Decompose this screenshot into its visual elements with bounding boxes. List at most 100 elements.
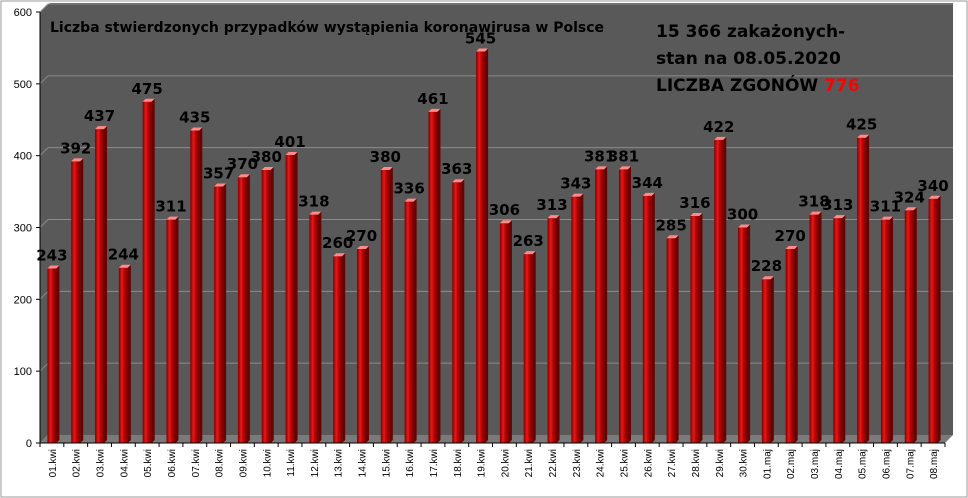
bar-side xyxy=(366,246,370,443)
bar-front xyxy=(285,154,295,443)
value-label: 313 xyxy=(536,196,567,214)
bar-top xyxy=(547,215,560,219)
value-label: 392 xyxy=(60,139,91,157)
x-tick-label: 06.kwi xyxy=(167,449,178,477)
bar xyxy=(714,136,727,443)
bar-front xyxy=(571,196,581,443)
x-tick-label: 07.kwi xyxy=(191,449,202,477)
bar-front xyxy=(738,227,748,443)
bar xyxy=(428,108,441,444)
bar-front xyxy=(928,198,938,443)
x-tick-label: 16.kwi xyxy=(405,449,416,477)
x-tick-label: 04.kwi xyxy=(119,449,130,477)
bar-top xyxy=(333,253,346,257)
bar-side xyxy=(937,195,941,443)
bar xyxy=(404,198,417,443)
x-tick-label: 08.maj xyxy=(929,449,940,479)
value-label: 380 xyxy=(370,148,401,166)
bar xyxy=(47,265,60,443)
bar-side xyxy=(818,211,822,443)
bar-front xyxy=(214,186,224,443)
bar-side xyxy=(913,207,917,443)
value-label: 344 xyxy=(632,174,663,192)
bar-top xyxy=(166,216,179,220)
y-tick-label: 0 xyxy=(26,438,32,450)
bar-top xyxy=(285,151,298,155)
bar-top xyxy=(357,246,370,250)
value-label: 311 xyxy=(155,198,186,216)
value-label: 370 xyxy=(227,155,258,173)
bar-side xyxy=(580,193,584,443)
x-tick-label: 01.maj xyxy=(762,449,773,479)
bar-side xyxy=(413,198,417,443)
value-label: 316 xyxy=(679,194,710,212)
bar-side xyxy=(747,224,751,443)
value-label: 475 xyxy=(132,80,163,98)
value-label: 260 xyxy=(322,234,353,252)
bar-side xyxy=(723,136,727,443)
x-tick-label: 11.kwi xyxy=(286,449,297,477)
bar-side xyxy=(56,265,60,443)
value-label: 306 xyxy=(489,201,520,219)
x-tick-label: 10.kwi xyxy=(262,449,273,477)
x-tick-label: 26.kwi xyxy=(643,449,654,477)
bar xyxy=(452,179,465,443)
bar-front xyxy=(714,139,724,443)
bar-front xyxy=(47,268,57,443)
value-label: 270 xyxy=(346,227,377,245)
bar xyxy=(666,235,679,443)
bar-side xyxy=(556,215,560,443)
value-label: 381 xyxy=(584,147,615,165)
date-status-text: stan na 08.05.2020 xyxy=(656,49,841,69)
bar-front xyxy=(118,267,128,443)
value-label: 243 xyxy=(36,246,67,264)
bar-top xyxy=(47,265,60,269)
value-label: 343 xyxy=(560,175,591,193)
bar-top xyxy=(595,166,608,170)
value-label: 425 xyxy=(846,116,877,134)
bar-top xyxy=(214,183,227,187)
bar xyxy=(499,220,512,443)
bar-side xyxy=(437,108,441,444)
bar-front xyxy=(618,169,628,443)
bar-side xyxy=(889,216,893,443)
value-label: 311 xyxy=(870,198,901,216)
bar-top xyxy=(71,158,84,162)
bar-front xyxy=(428,111,438,444)
bar-top xyxy=(309,211,322,215)
bar-top xyxy=(118,264,131,268)
bar-top xyxy=(380,167,393,171)
value-label: 422 xyxy=(703,118,734,136)
bar-side xyxy=(675,235,679,443)
bar-top xyxy=(190,127,203,131)
bar-front xyxy=(857,137,867,444)
x-tick-label: 05.maj xyxy=(858,449,869,479)
bar xyxy=(71,158,84,443)
bar xyxy=(285,151,298,443)
value-label: 381 xyxy=(608,147,639,165)
x-tick-label: 29.kwi xyxy=(715,449,726,477)
bar-top xyxy=(452,179,465,183)
bar-front xyxy=(357,249,367,443)
bar-front xyxy=(190,130,200,443)
value-label: 270 xyxy=(775,227,806,245)
bar-front xyxy=(309,214,319,443)
bar-side xyxy=(461,179,465,443)
bar-top xyxy=(809,211,822,215)
bar-front xyxy=(380,170,390,444)
bar-front xyxy=(523,254,533,443)
bar-front xyxy=(452,182,462,443)
gridline-wall xyxy=(39,147,49,157)
bar-side xyxy=(127,264,131,443)
bar xyxy=(785,246,798,443)
bar-side xyxy=(270,167,274,444)
bar-side xyxy=(151,98,155,444)
bar-side xyxy=(80,158,84,443)
x-tick-label: 28.kwi xyxy=(691,449,702,477)
bar xyxy=(761,276,774,443)
bar xyxy=(571,193,584,443)
gridline-wall xyxy=(39,75,49,85)
bar-side xyxy=(794,246,798,443)
bar-side xyxy=(485,48,489,444)
bar-top xyxy=(261,167,274,171)
